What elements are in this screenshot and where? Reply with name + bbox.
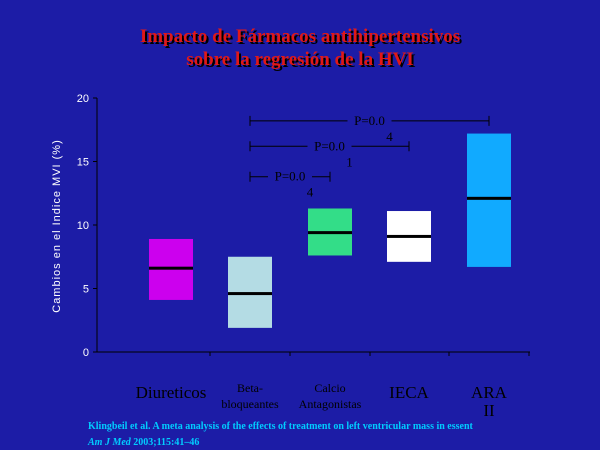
category-label-1-0: Beta- — [237, 381, 263, 395]
median-line-3 — [387, 234, 431, 238]
category-label-4-0: ARA — [471, 383, 508, 402]
y-tick-label-1: 5 — [83, 284, 89, 296]
reference-line1: Klingbeil et al. A meta analysis of the … — [88, 421, 473, 432]
y-axis-label: Cambios en el Indice MVI (%) — [51, 139, 63, 313]
median-line-1 — [228, 292, 272, 296]
reference-line2: Am J Med 2003;115:41–46 — [88, 437, 199, 448]
bracket-label-2: P=0.0 — [354, 113, 385, 128]
bracket-label-1: P=0.0 — [314, 138, 345, 153]
category-label-3-0: IECA — [389, 383, 429, 402]
box-4 — [467, 133, 511, 267]
category-label-1-1: bloqueantes — [221, 397, 279, 411]
median-line-0 — [149, 266, 193, 270]
y-tick-label-0: 0 — [83, 347, 89, 359]
category-label-2-1: Antagonistas — [299, 397, 362, 411]
bracket-label-suffix-0: 4 — [307, 185, 314, 200]
category-label-4-1: II — [483, 401, 495, 420]
bracket-label-suffix-1: 1 — [346, 154, 353, 169]
bracket-label-bg-2 — [347, 112, 392, 127]
bracket-label-bg-1 — [307, 138, 352, 153]
y-tick-label-2: 10 — [77, 220, 89, 232]
bracket-label-suffix-2: 4 — [386, 129, 393, 144]
chart-title-line2: sobre la regresión de la HVI — [186, 49, 414, 70]
reference-details: 2003;115:41–46 — [130, 437, 200, 448]
category-label-0-0: Diureticos — [136, 383, 207, 402]
bracket-label-0: P=0.0 — [275, 169, 306, 184]
y-tick-label-3: 15 — [77, 157, 89, 169]
bracket-label-bg-0 — [268, 168, 312, 183]
reference-journal: Am J Med — [88, 437, 131, 448]
chart-title-line1: Impacto de Fármacos antihipertensivos — [139, 26, 461, 47]
y-tick-label-4: 20 — [77, 93, 89, 105]
median-line-2 — [308, 231, 352, 235]
category-label-2-0: Calcio — [314, 381, 345, 395]
median-line-4 — [467, 196, 511, 200]
